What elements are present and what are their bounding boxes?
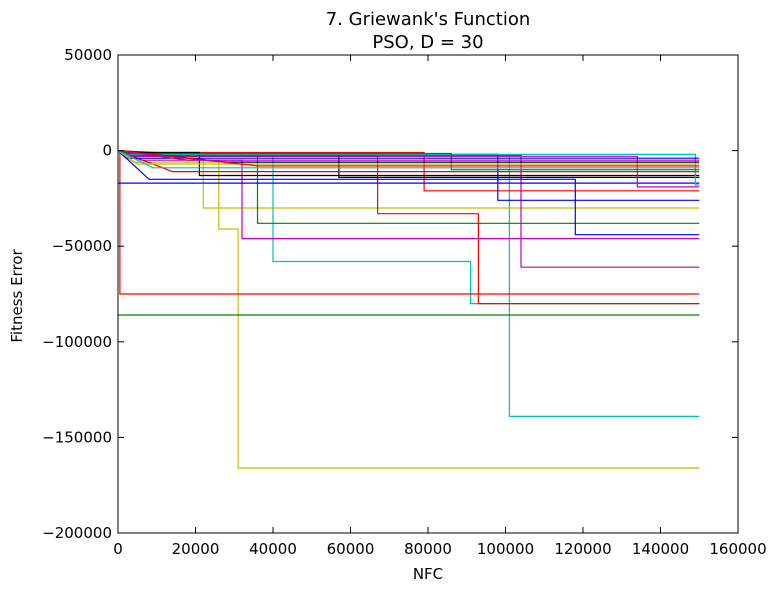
series-line-1 — [117, 150, 700, 305]
x-tick-label: 0 — [113, 540, 123, 558]
x-tick-label: 60000 — [327, 540, 375, 558]
tick-layer: 0 20000 40000 60000 80000 100000 120000 140000 1… — [42, 46, 766, 558]
chart-subtitle: PSO, D = 30 — [372, 32, 483, 53]
y-tick-label: 0 — [102, 142, 112, 160]
series-line-21 — [117, 150, 700, 159]
series-line-14 — [117, 150, 700, 236]
y-axis-label: Fitness Error — [8, 249, 26, 343]
series-line-25 — [117, 150, 700, 167]
series-line-24 — [117, 150, 700, 169]
x-tick-label: 120000 — [554, 540, 611, 558]
series-line-20 — [117, 150, 700, 171]
y-tick-label: −200000 — [42, 524, 112, 542]
x-tick-label: 140000 — [632, 540, 689, 558]
series-line-6 — [117, 150, 700, 305]
y-tick-label: 50000 — [64, 46, 112, 64]
chart-title: 7. Griewank's Function — [326, 9, 531, 30]
x-tick-label: 40000 — [249, 540, 297, 558]
series-layer — [117, 150, 700, 469]
x-tick-label: 100000 — [477, 540, 534, 558]
series-line-26 — [117, 150, 700, 161]
series-line-7 — [117, 150, 700, 192]
x-axis-label: NFC — [413, 565, 443, 583]
series-line-22 — [117, 150, 700, 165]
series-line-3 — [117, 150, 700, 469]
y-tick-label: −100000 — [42, 333, 112, 351]
x-tick-label: 80000 — [404, 540, 452, 558]
series-line-18 — [117, 150, 700, 188]
y-tick-label: −50000 — [52, 237, 112, 255]
y-tick-label: −150000 — [42, 428, 112, 446]
x-tick-label: 20000 — [172, 540, 220, 558]
x-tick-label: 160000 — [709, 540, 766, 558]
